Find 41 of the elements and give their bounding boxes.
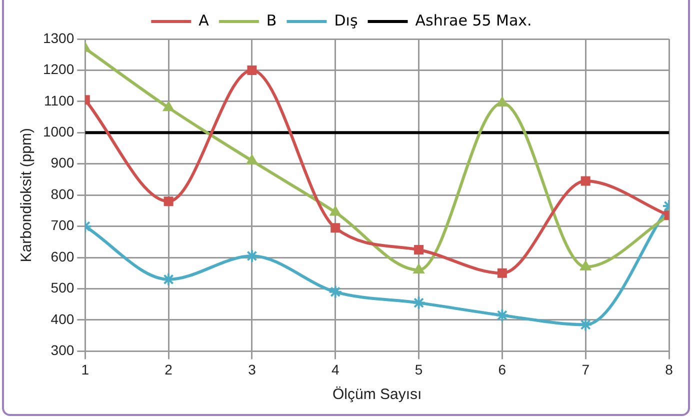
y-tick-label: 800: [50, 186, 74, 202]
x-tick-label: 3: [248, 361, 256, 378]
x-tick-label: 4: [331, 361, 340, 378]
y-tick-label: 900: [50, 154, 74, 171]
point: [580, 176, 590, 186]
y-tick-label: 500: [50, 280, 74, 296]
x-tick-label: 5: [414, 361, 423, 378]
x-tick-label: 2: [164, 361, 173, 378]
point: [328, 284, 342, 299]
point: [496, 96, 508, 106]
point: [164, 196, 174, 206]
y-tick-label: 600: [50, 248, 74, 264]
point: [246, 154, 258, 164]
legend-label: A: [198, 11, 210, 30]
point: [580, 260, 592, 270]
x-axis-title: Ölçüm Sayısı: [332, 386, 422, 404]
legend-label: Ashrae 55 Max.: [415, 11, 532, 30]
legend-label: B: [266, 11, 277, 30]
point: [578, 318, 593, 332]
x-tick-label: 1: [81, 361, 90, 378]
y-tick-label: 1200: [42, 61, 74, 78]
x-tick-label: 6: [498, 361, 506, 378]
y-axis-title: Karbondioksit (ppm): [18, 128, 36, 262]
point: [413, 264, 424, 274]
point: [247, 65, 257, 75]
x-tick-label: 8: [665, 361, 674, 378]
y-tick-label: 1100: [44, 92, 74, 108]
x-tick-label: 7: [582, 361, 590, 378]
y-tick-label: 700: [50, 217, 74, 234]
y-tick-label: 400: [50, 310, 74, 327]
legend-label: Dış: [334, 11, 358, 30]
point: [162, 101, 174, 112]
point: [495, 308, 510, 322]
point: [330, 206, 342, 216]
y-tick-label: 1300: [42, 30, 74, 46]
point: [414, 244, 424, 254]
y-tick-label: 300: [50, 342, 74, 358]
point: [497, 268, 507, 278]
point: [330, 223, 340, 233]
point: [412, 296, 426, 310]
y-tick-label: 1000: [42, 124, 74, 140]
